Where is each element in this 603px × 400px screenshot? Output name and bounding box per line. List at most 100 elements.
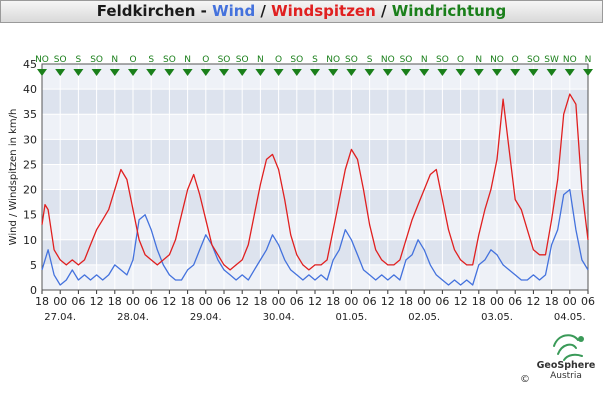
x-tick-label: 06 bbox=[363, 295, 377, 308]
x-tick-label: 18 bbox=[181, 295, 195, 308]
wind-direction-arrow-icon bbox=[328, 69, 339, 76]
wind-direction-arrow-icon bbox=[382, 69, 393, 76]
direction-label: SO bbox=[90, 55, 103, 65]
plot-frame bbox=[41, 63, 589, 291]
x-tick-label: 12 bbox=[235, 295, 249, 308]
x-tick-label: 18 bbox=[35, 295, 49, 308]
date-label: 02.05. bbox=[408, 312, 440, 323]
direction-label: SO bbox=[218, 55, 231, 65]
x-tick-label: 06 bbox=[435, 295, 449, 308]
wind-direction-arrow-icon bbox=[273, 69, 284, 76]
geosphere-logo bbox=[553, 334, 584, 361]
x-tick-label: 18 bbox=[545, 295, 559, 308]
x-tick-label: 06 bbox=[144, 295, 158, 308]
title-station: Feldkirchen bbox=[96, 2, 196, 20]
wind-direction-arrow-icon bbox=[401, 69, 411, 76]
x-tick-label: 18 bbox=[472, 295, 486, 308]
direction-label: SO bbox=[345, 55, 358, 65]
x-tick-label: 00 bbox=[272, 295, 286, 308]
wind-direction-arrow-icon bbox=[219, 69, 229, 76]
wind-direction-arrow-icon bbox=[528, 69, 539, 76]
title-separator: / bbox=[255, 2, 272, 20]
wind-direction-arrow-icon bbox=[128, 69, 138, 76]
date-label: 03.05. bbox=[481, 312, 513, 323]
direction-label: N bbox=[475, 55, 482, 65]
date-label: 29.04. bbox=[190, 312, 222, 323]
direction-label: SO bbox=[163, 55, 176, 65]
title-wind: Wind bbox=[212, 2, 256, 20]
title-gusts: Windspitzen bbox=[271, 2, 376, 20]
wind-direction-arrow-icon bbox=[473, 69, 484, 76]
direction-label: NO bbox=[490, 55, 504, 65]
direction-label: SO bbox=[527, 55, 540, 65]
x-tick-label: 12 bbox=[454, 295, 468, 308]
logo-brand: GeoSphere bbox=[536, 360, 596, 371]
wind-direction-arrow-icon bbox=[37, 69, 47, 76]
direction-label: SO bbox=[54, 55, 67, 65]
x-tick-label: 00 bbox=[53, 295, 67, 308]
direction-label: NO bbox=[563, 55, 577, 65]
wind-direction-arrow-icon bbox=[492, 69, 502, 76]
wind-direction-arrow-icon bbox=[455, 69, 466, 76]
y-tick-label: 35 bbox=[23, 108, 37, 121]
x-tick-label: 18 bbox=[399, 295, 413, 308]
direction-label: O bbox=[129, 55, 136, 65]
direction-label: SO bbox=[290, 55, 303, 65]
direction-label: N bbox=[111, 55, 118, 65]
direction-label: O bbox=[275, 55, 282, 65]
direction-label: S bbox=[367, 55, 373, 65]
x-tick-label: 00 bbox=[417, 295, 431, 308]
x-tick-label: 00 bbox=[126, 295, 140, 308]
x-tick-label: 18 bbox=[253, 295, 267, 308]
date-label: 01.05. bbox=[335, 312, 367, 323]
y-tick-label: 40 bbox=[23, 83, 37, 96]
wind-direction-arrow-icon bbox=[182, 69, 193, 76]
wind-direction-arrow-icon bbox=[564, 69, 575, 76]
wind-direction-arrow-icon bbox=[364, 69, 375, 76]
direction-label: O bbox=[512, 55, 519, 65]
x-tick-label: 12 bbox=[162, 295, 176, 308]
logo-text: GeoSphere Austria bbox=[531, 360, 601, 382]
wind-direction-arrow-icon bbox=[419, 69, 430, 76]
direction-label: SW bbox=[544, 55, 559, 65]
x-tick-label: 06 bbox=[217, 295, 231, 308]
y-tick-label: 0 bbox=[30, 284, 37, 297]
direction-label: N bbox=[184, 55, 191, 65]
x-tick-label: 12 bbox=[381, 295, 395, 308]
y-tick-label: 15 bbox=[23, 209, 37, 222]
date-label: 04.05. bbox=[554, 312, 586, 323]
y-tick-label: 25 bbox=[23, 158, 37, 171]
direction-label: O bbox=[202, 55, 209, 65]
wind-series-line bbox=[41, 188, 589, 286]
wind-direction-arrow-icon bbox=[146, 69, 157, 76]
x-tick-label: 06 bbox=[581, 295, 595, 308]
wind-direction-arrow-icon bbox=[255, 69, 266, 76]
direction-label: SO bbox=[436, 55, 449, 65]
direction-label: S bbox=[76, 55, 82, 65]
y-tick-label: 5 bbox=[30, 259, 37, 272]
x-tick-label: 00 bbox=[344, 295, 358, 308]
title-separator: - bbox=[195, 2, 213, 20]
direction-label: NO bbox=[326, 55, 340, 65]
date-label: 27.04. bbox=[44, 312, 76, 323]
wind-direction-arrow-icon bbox=[164, 69, 175, 76]
x-tick-label: 00 bbox=[563, 295, 577, 308]
x-tick-label: 06 bbox=[508, 295, 522, 308]
chart-title: Feldkirchen - Wind / Windspitzen / Windr… bbox=[0, 0, 603, 23]
wind-direction-arrow-icon bbox=[310, 69, 320, 76]
title-separator: / bbox=[375, 2, 392, 20]
direction-label: S bbox=[148, 55, 154, 65]
x-tick-label: 00 bbox=[199, 295, 213, 308]
direction-label: SO bbox=[400, 55, 413, 65]
wind-direction-arrow-icon bbox=[200, 69, 211, 76]
direction-label: NO bbox=[381, 55, 395, 65]
x-tick-label: 18 bbox=[108, 295, 122, 308]
direction-label: N bbox=[585, 55, 592, 65]
wind-direction-arrow-icon bbox=[546, 69, 557, 76]
direction-label: N bbox=[421, 55, 428, 65]
date-label: 30.04. bbox=[263, 312, 295, 323]
wind-direction-arrow-icon bbox=[73, 69, 84, 76]
title-direction: Windrichtung bbox=[391, 2, 507, 20]
logo-country: Austria bbox=[550, 371, 582, 381]
